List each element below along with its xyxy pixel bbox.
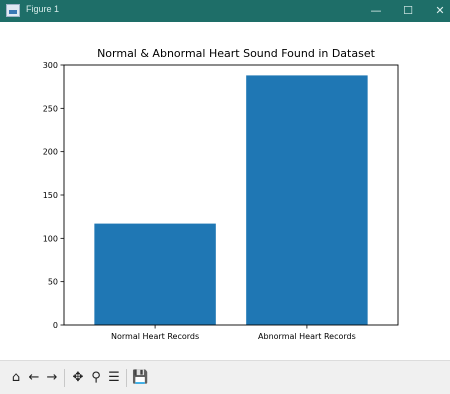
toolbar-separator — [126, 369, 127, 387]
chart-title: Normal & Abnormal Heart Sound Found in D… — [97, 47, 376, 60]
forward-icon: → — [46, 370, 58, 385]
window-title: Figure 1 — [26, 4, 60, 14]
pan-button[interactable]: ✥ — [70, 370, 86, 386]
zoom-icon: ⚲ — [91, 370, 101, 385]
plot-frame — [63, 64, 399, 326]
home-icon: ⌂ — [11, 370, 21, 385]
x-tick-label: Abnormal Heart Records — [258, 332, 356, 341]
x-tick-label: Normal Heart Records — [111, 332, 199, 341]
minimize-icon: — — [370, 4, 382, 17]
navigation-toolbar: ⌂ ← → ✥ ⚲ ☰ 💾 — [0, 360, 450, 394]
zoom-button[interactable]: ⚲ — [88, 370, 104, 386]
y-tick-label: 200 — [43, 148, 58, 157]
close-button[interactable]: ✕ — [428, 2, 450, 20]
close-icon: ✕ — [435, 4, 445, 17]
configure-subplots-icon: ☰ — [108, 370, 120, 385]
bar — [246, 75, 368, 326]
bar-chart: Normal & Abnormal Heart Sound Found in D… — [43, 47, 399, 341]
pan-icon: ✥ — [72, 370, 84, 385]
forward-button[interactable]: → — [44, 370, 60, 386]
back-button[interactable]: ← — [26, 370, 42, 386]
save-icon: 💾 — [132, 370, 149, 385]
y-tick-label: 300 — [43, 61, 58, 70]
maximize-button[interactable]: ☐ — [396, 2, 420, 20]
title-bar: Figure 1 — ☐ ✕ — [0, 0, 450, 22]
y-tick-label: 100 — [43, 234, 58, 243]
save-button[interactable]: 💾 — [132, 370, 148, 386]
bar — [94, 223, 216, 325]
back-icon: ← — [28, 370, 40, 385]
y-tick-label: 50 — [48, 278, 58, 287]
minimize-button[interactable]: — — [364, 2, 388, 20]
y-tick-label: 0 — [53, 321, 58, 330]
plot-canvas: Normal & Abnormal Heart Sound Found in D… — [0, 22, 450, 360]
configure-subplots-button[interactable]: ☰ — [106, 370, 122, 386]
y-tick-label: 150 — [43, 191, 58, 200]
matplotlib-app-icon — [6, 4, 20, 17]
toolbar-separator — [64, 369, 65, 387]
home-button[interactable]: ⌂ — [8, 370, 24, 386]
maximize-icon: ☐ — [403, 4, 413, 17]
y-tick-label: 250 — [43, 104, 58, 113]
